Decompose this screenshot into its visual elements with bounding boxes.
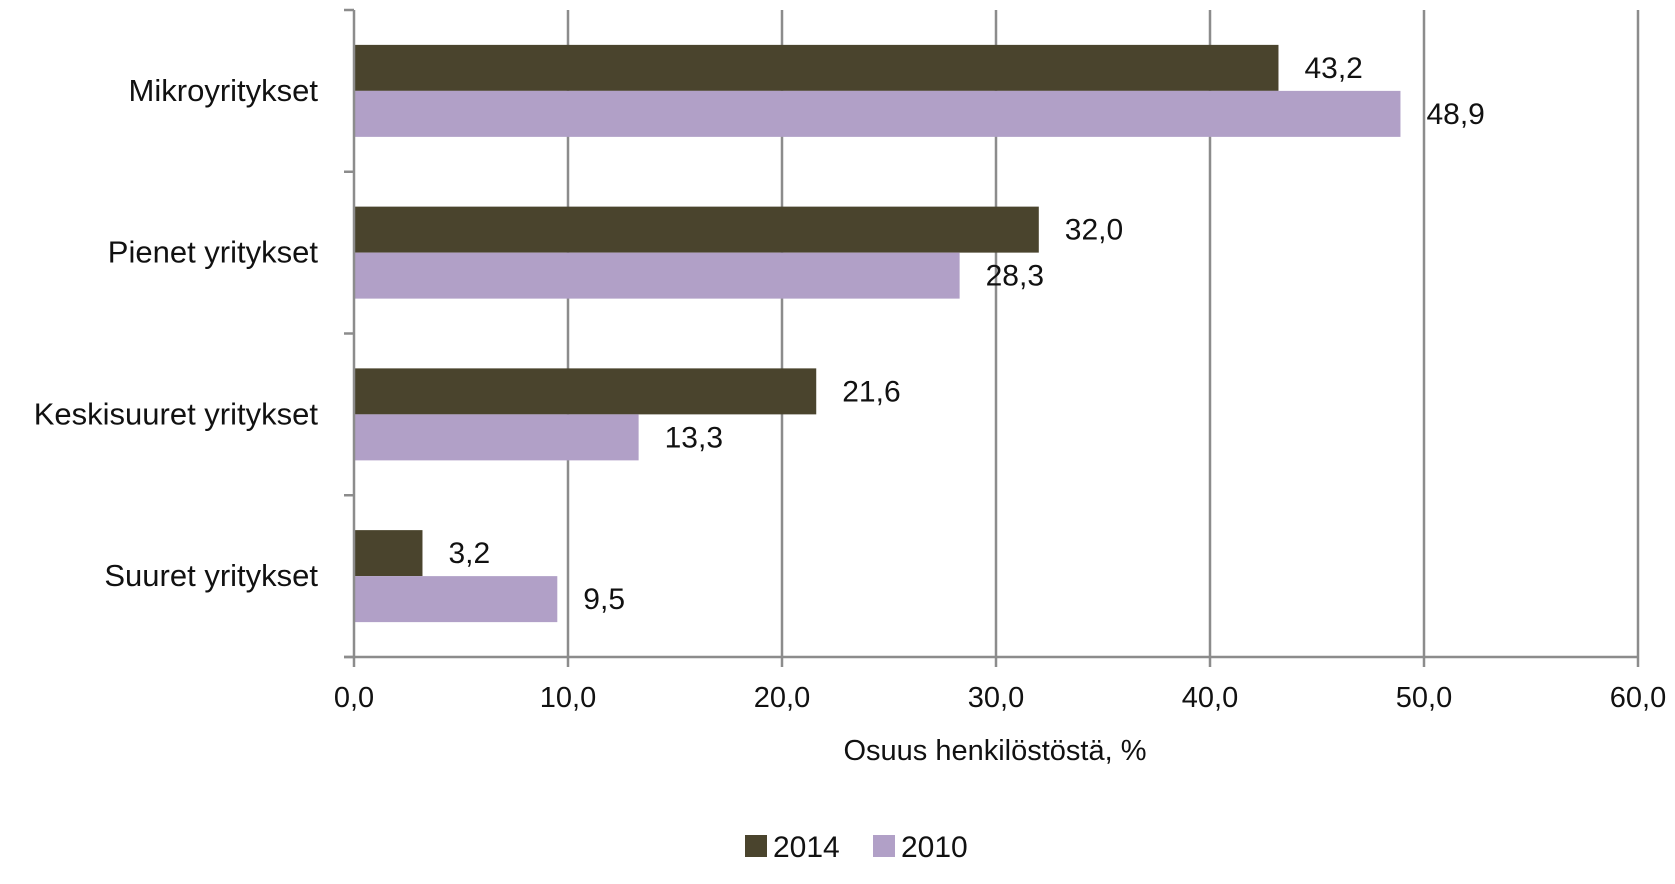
- bar-2014-1: [354, 206, 1039, 253]
- data-label-2010-0: 48,9: [1426, 98, 1484, 131]
- labels: 43,2 48,9 Mikroyritykset 32,0 28,3 Pienet yri…: [34, 52, 1666, 714]
- bar-2014-0: [354, 44, 1279, 91]
- legend-swatch-2010: [873, 835, 895, 857]
- x-tick-label-5: 50,0: [1396, 682, 1452, 714]
- x-tick-label-6: 60,0: [1610, 682, 1666, 714]
- x-axis-title: Osuus henkilöstöstä, %: [843, 735, 1146, 767]
- bar-2010-3: [354, 576, 558, 623]
- bars: [354, 44, 1401, 623]
- category-label-0: Mikroyritykset: [129, 73, 319, 108]
- data-label-2010-1: 28,3: [986, 260, 1044, 293]
- category-label-1: Pienet yritykset: [108, 235, 319, 270]
- x-tick-label-2: 20,0: [754, 682, 810, 714]
- data-label-2014-1: 32,0: [1065, 214, 1123, 247]
- data-label-2010-2: 13,3: [665, 421, 723, 454]
- category-label-3: Suuret yritykset: [104, 558, 318, 593]
- data-label-2014-0: 43,2: [1304, 52, 1362, 85]
- legend-label-2014: 2014: [773, 831, 840, 864]
- legend: 2014 2010: [745, 831, 968, 864]
- legend-label-2010: 2010: [901, 831, 968, 864]
- x-tick-label-4: 40,0: [1182, 682, 1238, 714]
- data-label-2010-3: 9,5: [583, 583, 625, 616]
- x-tick-label-0: 0,0: [334, 682, 374, 714]
- bar-2010-2: [354, 414, 639, 461]
- bar-2010-1: [354, 252, 960, 299]
- bar-2014-2: [354, 368, 817, 415]
- category-label-2: Keskisuuret yritykset: [34, 396, 319, 431]
- bar-2014-3: [354, 530, 423, 577]
- bar-2010-0: [354, 90, 1401, 137]
- axes: [344, 8, 1640, 667]
- data-label-2014-2: 21,6: [842, 375, 900, 408]
- data-label-2014-3: 3,2: [448, 537, 490, 570]
- x-tick-label-1: 10,0: [540, 682, 596, 714]
- x-tick-label-3: 30,0: [968, 682, 1024, 714]
- legend-swatch-2014: [745, 835, 767, 857]
